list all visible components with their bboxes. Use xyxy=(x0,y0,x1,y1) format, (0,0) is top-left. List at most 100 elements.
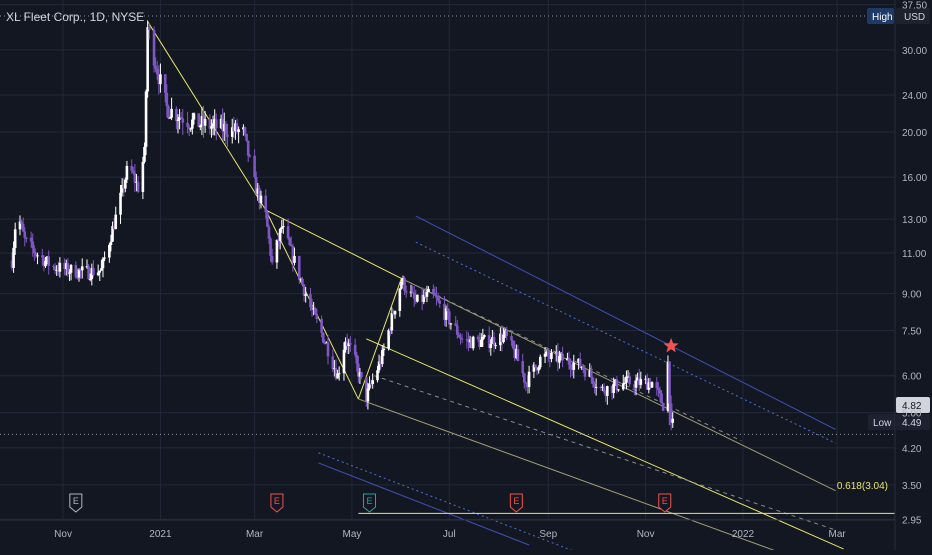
candle-body xyxy=(100,268,103,271)
candle-body xyxy=(535,367,539,371)
candle-body xyxy=(601,386,604,388)
candle-body xyxy=(10,260,14,268)
candle-body xyxy=(599,386,603,388)
candle-body xyxy=(146,27,149,92)
candle-body xyxy=(277,239,280,241)
candle-body xyxy=(302,284,306,296)
candle-body xyxy=(615,379,619,391)
candle-body xyxy=(267,226,271,239)
current-price-badge xyxy=(896,397,930,413)
candle-body xyxy=(80,266,84,271)
candle-body xyxy=(637,377,641,385)
candle-body xyxy=(379,361,382,365)
candle-body xyxy=(63,262,66,269)
candle-body xyxy=(245,133,248,141)
candle-body xyxy=(168,117,172,119)
candle-body xyxy=(181,118,185,123)
candle-body xyxy=(639,379,643,385)
candle-body xyxy=(159,74,162,85)
candle-body xyxy=(122,185,126,189)
candle-body xyxy=(613,379,617,384)
candle-body xyxy=(119,192,122,215)
candle-body xyxy=(266,212,269,227)
candle-body xyxy=(460,338,464,340)
candle-body xyxy=(505,330,509,337)
candle-body xyxy=(649,382,652,388)
candle-body xyxy=(492,337,496,346)
candle-body xyxy=(590,370,593,378)
candle-body xyxy=(366,388,370,402)
candle-body xyxy=(403,278,406,292)
high-badge xyxy=(867,8,894,24)
star-marker xyxy=(663,337,679,353)
candle-body xyxy=(468,339,472,343)
candle-body xyxy=(420,294,424,302)
y-tick-label: 20.00 xyxy=(902,128,927,139)
candle-body xyxy=(550,352,553,359)
candle-body xyxy=(435,295,438,298)
candle-body xyxy=(130,165,133,171)
candle-body xyxy=(242,127,245,130)
candle-body xyxy=(170,108,173,118)
candle-body xyxy=(133,172,137,183)
candle-body xyxy=(481,336,485,340)
candle-body xyxy=(69,265,73,273)
y-tick-label: 24.00 xyxy=(902,91,927,102)
candle-body xyxy=(365,377,368,402)
candle-body xyxy=(390,313,394,331)
candle-body xyxy=(92,267,95,276)
candle-body xyxy=(545,351,548,354)
candle-body xyxy=(345,341,349,346)
candle-body xyxy=(135,181,138,183)
candle-body xyxy=(258,188,261,203)
candle-body xyxy=(323,342,327,344)
candle-body xyxy=(203,119,207,126)
candle-body xyxy=(558,355,561,363)
y-tick-label: 6.00 xyxy=(902,372,922,383)
candle-body xyxy=(213,119,216,124)
candle-body xyxy=(467,339,470,343)
candle-body xyxy=(572,362,576,370)
candle-body xyxy=(234,123,237,132)
candle-body xyxy=(96,272,100,276)
candle-body xyxy=(312,308,315,310)
earnings-marker-label: E xyxy=(513,496,519,506)
candle-body xyxy=(502,334,505,343)
candle-body xyxy=(34,253,38,256)
x-tick-label: Jul xyxy=(443,529,456,540)
candle-body xyxy=(254,177,258,194)
candle-body xyxy=(392,313,395,315)
x-tick-label: 2021 xyxy=(149,529,172,540)
candle-body xyxy=(376,370,379,381)
candle-body xyxy=(594,386,598,388)
pitchfork-handle xyxy=(357,278,402,400)
candle-body xyxy=(315,314,319,320)
candle-body xyxy=(155,68,159,75)
candle-body xyxy=(152,30,156,66)
candle-body xyxy=(334,368,338,379)
candle-body xyxy=(604,392,608,397)
candle-body xyxy=(21,223,25,232)
low-value-badge xyxy=(896,414,930,430)
candle-body xyxy=(610,385,614,393)
candle-body xyxy=(546,351,550,357)
candle-body xyxy=(577,358,580,363)
earnings-marker xyxy=(509,493,523,513)
candle-body xyxy=(85,266,89,268)
candle-body xyxy=(90,267,94,280)
candle-body xyxy=(230,127,234,137)
candle-body xyxy=(583,369,587,377)
candle-body xyxy=(219,118,223,129)
candle-body xyxy=(114,214,118,230)
candle-body xyxy=(325,342,328,344)
candle-body xyxy=(221,118,224,132)
candle-body xyxy=(108,244,111,258)
candle-body xyxy=(253,155,256,178)
drawings xyxy=(147,21,895,555)
candle-body xyxy=(192,113,196,120)
candle-body xyxy=(510,336,513,341)
candle-body xyxy=(602,386,606,393)
candle-body xyxy=(489,343,493,348)
